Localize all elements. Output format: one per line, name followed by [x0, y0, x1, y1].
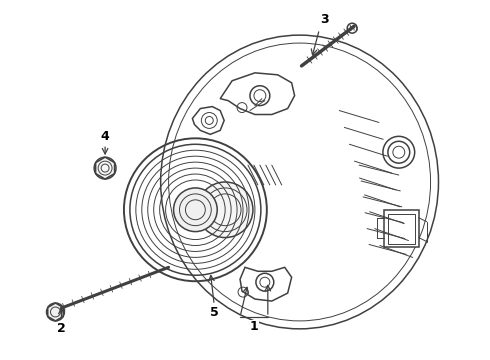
Text: 1: 1	[249, 320, 258, 333]
Polygon shape	[240, 267, 292, 301]
Text: 3: 3	[320, 13, 329, 26]
Text: 2: 2	[57, 322, 66, 336]
Polygon shape	[384, 210, 418, 247]
Text: 4: 4	[101, 130, 109, 143]
Circle shape	[197, 182, 253, 238]
Text: 5: 5	[210, 306, 219, 319]
Polygon shape	[220, 73, 294, 114]
Polygon shape	[96, 157, 115, 179]
Circle shape	[173, 188, 217, 231]
Polygon shape	[193, 107, 224, 134]
Circle shape	[47, 303, 64, 321]
